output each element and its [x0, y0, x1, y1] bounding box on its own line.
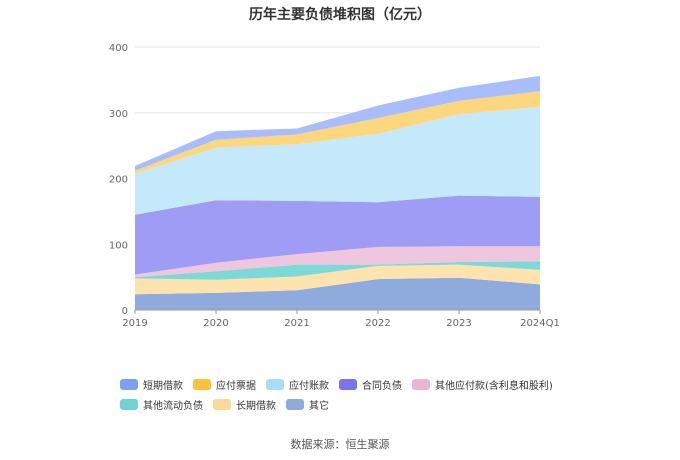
legend-label: 其它: [309, 401, 329, 412]
legend-item[interactable]: 其他流动负债: [120, 398, 203, 412]
x-tick-label: 2020: [203, 318, 228, 329]
legend-label: 其他流动负债: [143, 401, 203, 412]
legend-swatch: [120, 379, 138, 390]
legend-label: 短期借款: [143, 381, 183, 392]
area-series-1: [135, 277, 540, 310]
legend-swatch: [412, 379, 430, 390]
legend-item[interactable]: 其他应付款(含利息和股利): [412, 378, 553, 392]
x-tick-label: 2019: [122, 318, 147, 329]
chart-title: 历年主要负债堆积图（亿元）: [249, 7, 431, 23]
stacked-area-chart: 2019 2020 2021 2022 2023 2024Q1 0 100 200 300 400: [109, 43, 560, 329]
legend-item[interactable]: 其它: [286, 398, 329, 412]
y-tick-label: 100: [109, 240, 128, 251]
y-tick-label: 0: [122, 306, 128, 317]
legend-swatch: [266, 379, 284, 390]
x-tick-label: 2021: [284, 318, 309, 329]
legend-item[interactable]: 应付账款: [266, 378, 329, 392]
area-series-5: [135, 195, 540, 275]
area-series-7: [135, 91, 540, 174]
legend-label: 合同负债: [362, 381, 402, 392]
legend-swatch: [193, 379, 211, 390]
area-series-3: [135, 261, 540, 280]
area-series-6: [135, 106, 540, 215]
legend-swatch: [213, 399, 231, 410]
legend-label: 应付账款: [289, 381, 329, 392]
legend-row: 其他流动负债 长期借款 其它: [120, 398, 580, 418]
legend: 短期借款 应付票据 应付账款 合同负债 其他应付款(含利息和股利) 其他流动负债 长期借款其…: [120, 378, 580, 418]
legend-item[interactable]: 合同负债: [339, 378, 402, 392]
legend-item[interactable]: 长期借款: [213, 398, 276, 412]
legend-item[interactable]: 短期借款: [120, 378, 183, 392]
x-tick-label: 2022: [365, 318, 390, 329]
area-series-8: [135, 75, 540, 171]
y-tick-label: 400: [109, 43, 128, 54]
legend-row: 短期借款 应付票据 应付账款 合同负债 其他应付款(含利息和股利): [120, 378, 580, 398]
legend-label: 应付票据: [216, 381, 256, 392]
legend-swatch: [120, 399, 138, 410]
area-series-4: [135, 246, 540, 278]
x-tick-label: 2024Q1: [520, 318, 560, 329]
x-tick-label: 2023: [446, 318, 471, 329]
y-tick-label: 200: [109, 175, 128, 186]
legend-swatch: [286, 399, 304, 410]
legend-item[interactable]: 应付票据: [193, 378, 256, 392]
data-source-note: 数据来源：恒生聚源: [290, 438, 390, 451]
area-series-layer: [135, 75, 540, 310]
legend-label: 长期借款: [236, 401, 276, 412]
axes: 2019 2020 2021 2022 2023 2024Q1 0 100 200 300 400: [109, 43, 560, 329]
legend-swatch: [339, 379, 357, 390]
y-tick-label: 300: [109, 109, 128, 120]
legend-label: 其他应付款(含利息和股利): [435, 381, 553, 392]
area-series-2: [135, 264, 540, 295]
